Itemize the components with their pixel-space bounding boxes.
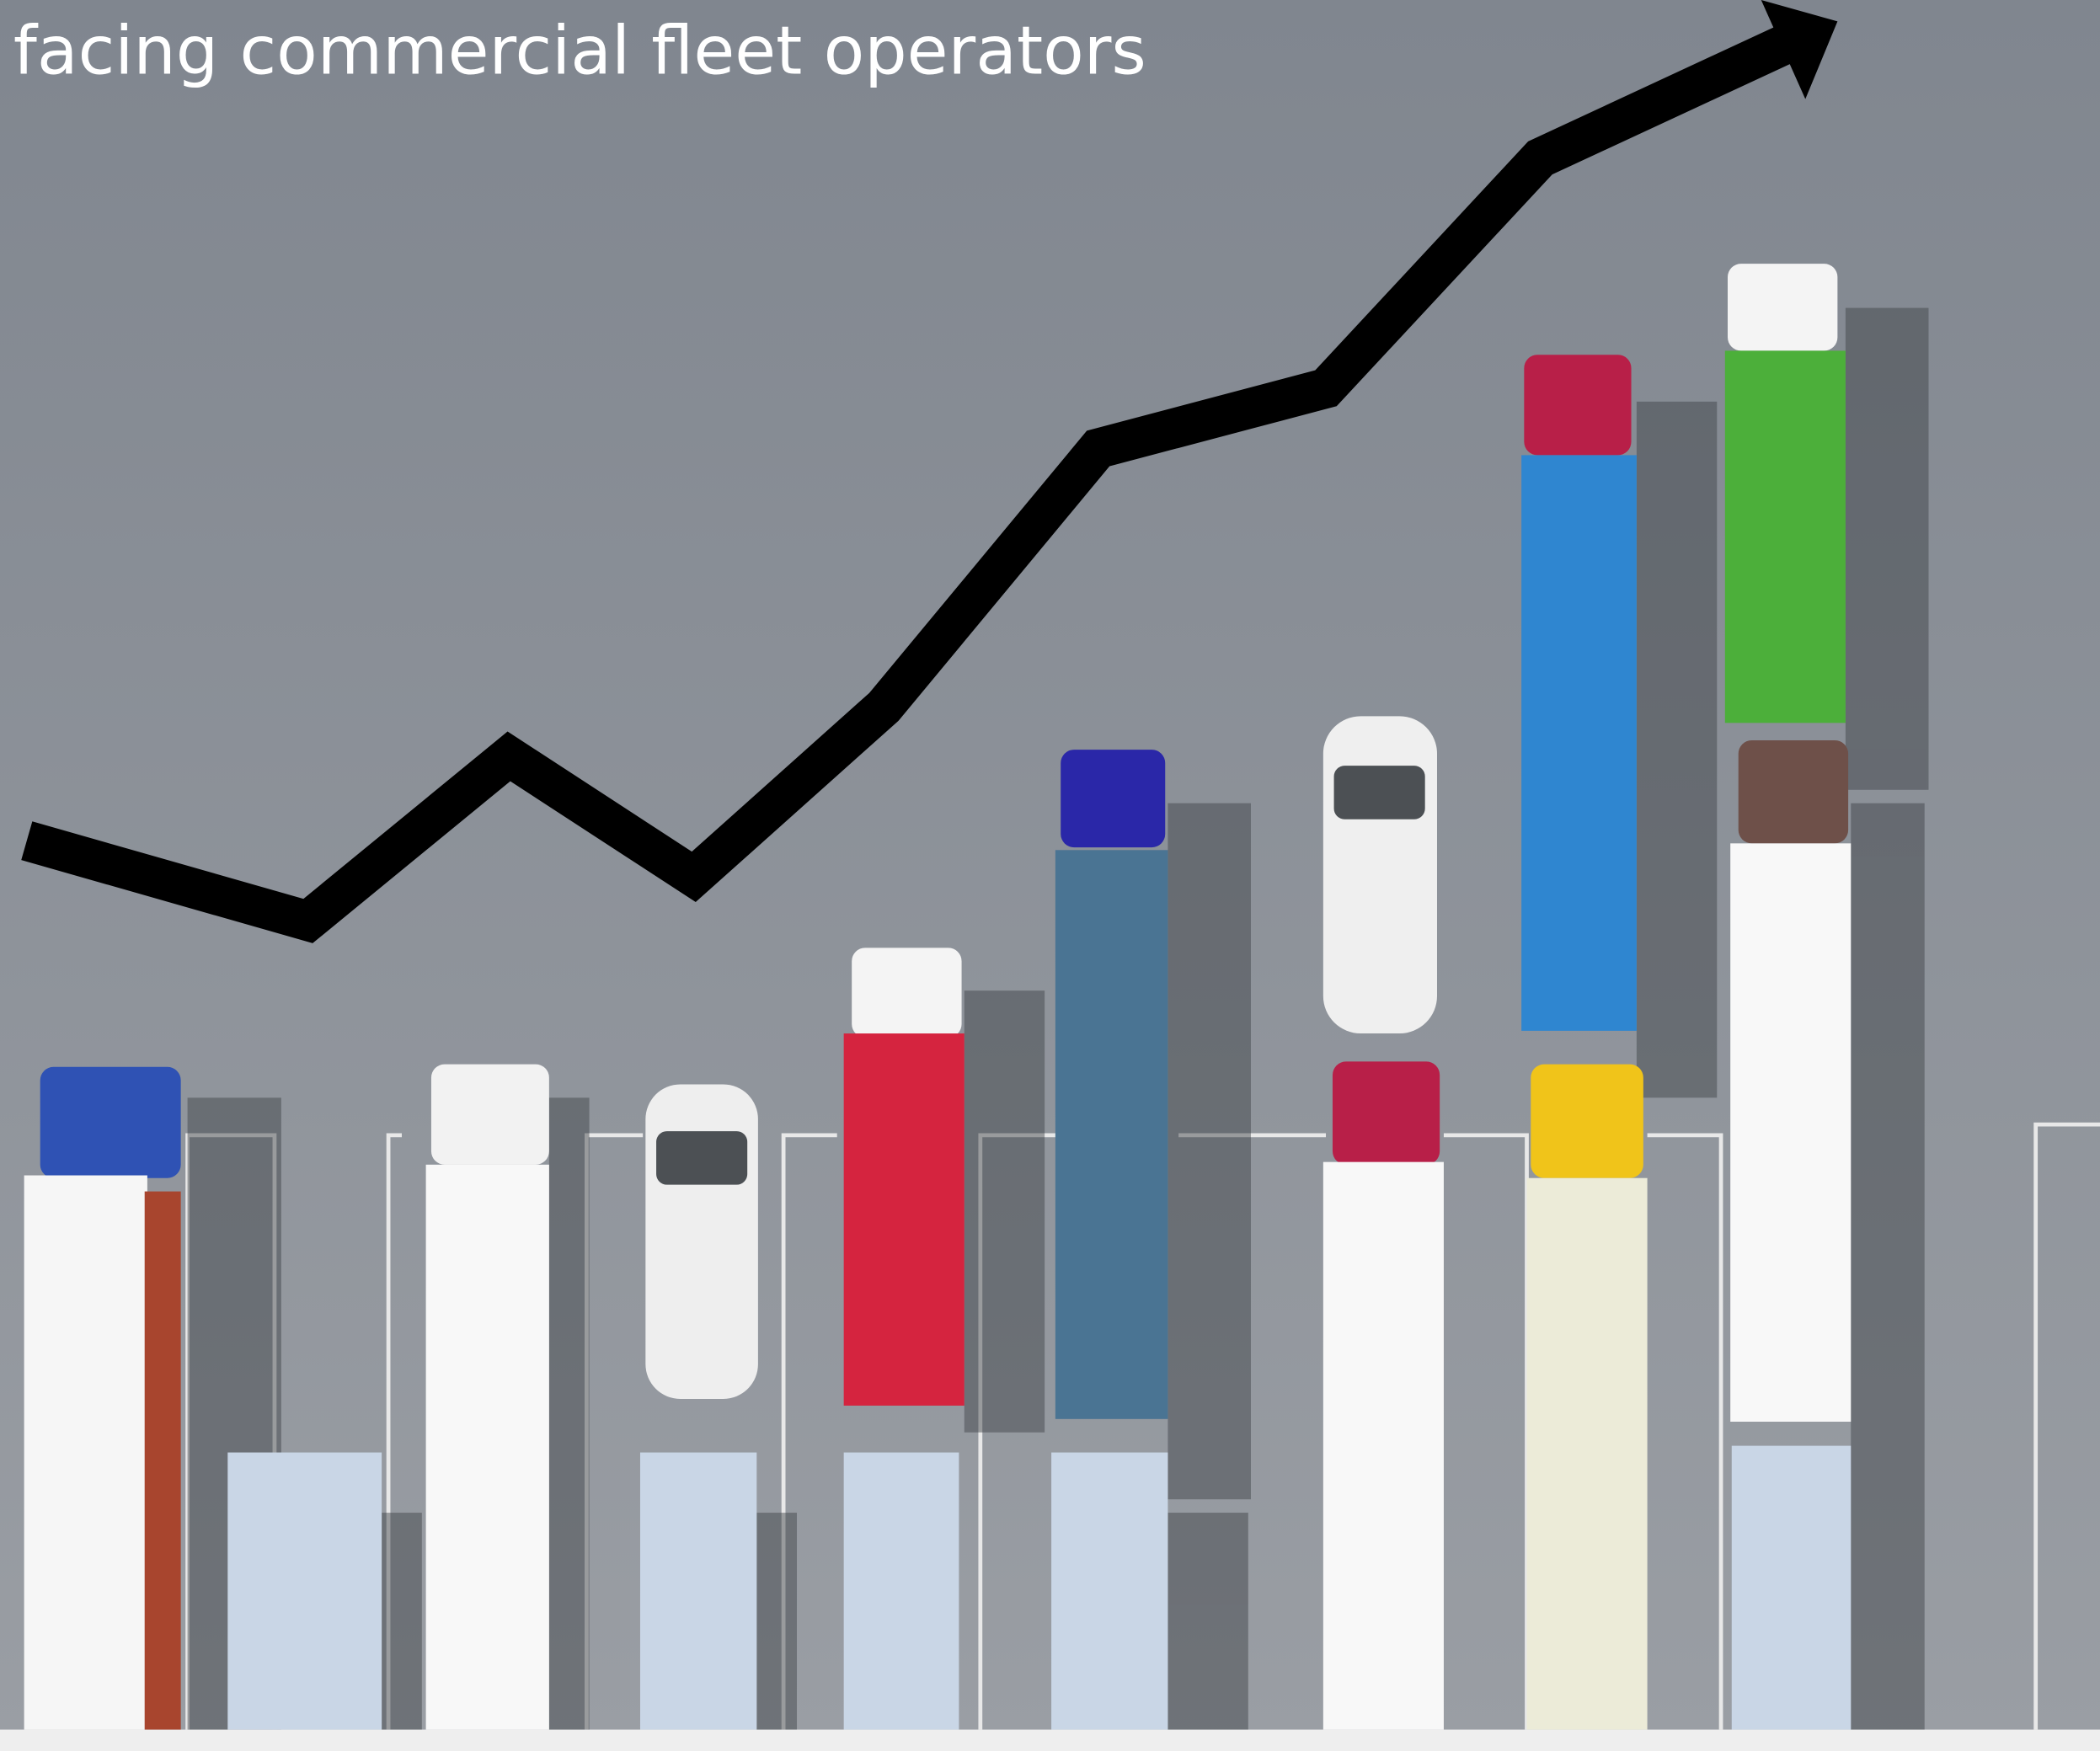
arrow-head <box>1761 0 1838 99</box>
bottom-strip <box>0 1729 2100 1751</box>
headline: facing commercial fleet operators <box>13 11 1146 89</box>
vehicles <box>24 264 1852 1730</box>
trend-arrow <box>21 24 1797 943</box>
